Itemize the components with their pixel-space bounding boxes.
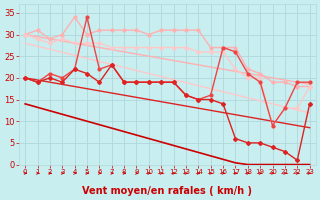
X-axis label: Vent moyen/en rafales ( km/h ): Vent moyen/en rafales ( km/h ) xyxy=(82,186,252,196)
